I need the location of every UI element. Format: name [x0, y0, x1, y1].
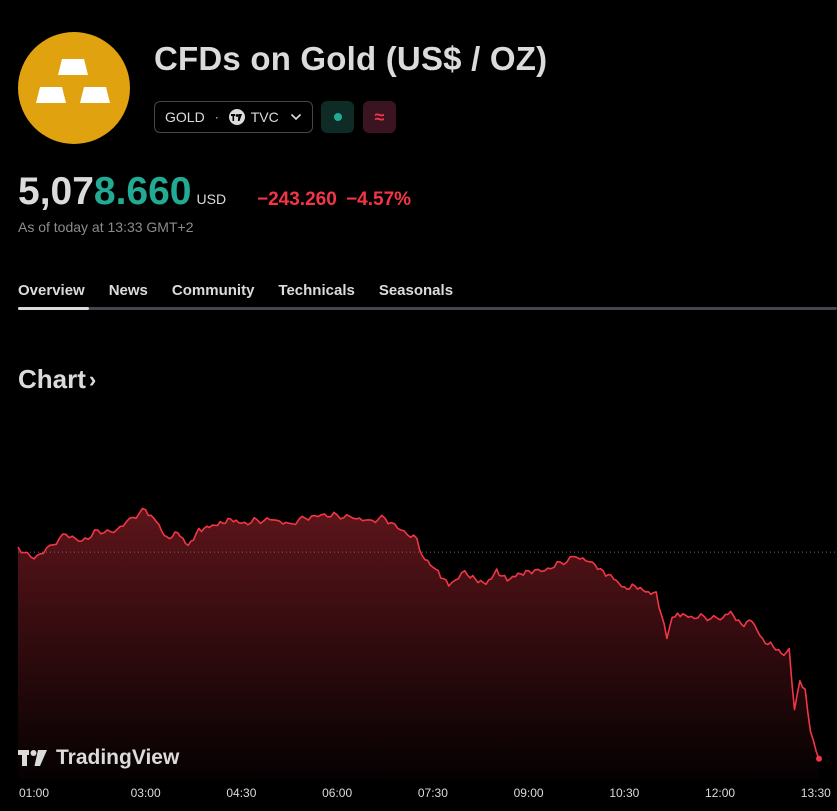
x-tick-label: 06:00: [322, 786, 353, 800]
tab-overview[interactable]: Overview: [18, 282, 85, 299]
tradingview-watermark: TradingView: [18, 746, 179, 770]
tabs-track: [18, 307, 837, 310]
x-tick-label: 04:30: [226, 786, 257, 800]
price-change: −243.260 −4.57%: [257, 189, 411, 211]
change-abs: −243.260: [257, 189, 337, 210]
symbol-label: GOLD: [165, 109, 205, 125]
price-area-fill: [18, 508, 819, 780]
x-axis-labels: 01:00 03:00 04:30 06:00 07:30 09:00 10:30 12:00…: [0, 786, 837, 802]
data-delay-badge[interactable]: ≈: [363, 101, 396, 133]
price-series-line: [17, 507, 820, 760]
chevron-right-icon: ›: [88, 366, 97, 392]
status-dot-icon: [333, 113, 342, 121]
x-tick-label: 13:30: [800, 786, 831, 800]
as-of-timestamp: As of today at 13:33 GMT+2: [18, 219, 194, 235]
separator-dot: ·: [214, 110, 219, 124]
section-tabs: Overview News Community Technicals Seaso…: [18, 282, 477, 299]
tab-community[interactable]: Community: [171, 282, 255, 299]
x-tick-label: 03:00: [130, 786, 161, 800]
x-tick-label: 10:30: [609, 786, 640, 800]
price-chart[interactable]: [0, 480, 837, 780]
x-tick-label: 07:30: [417, 786, 448, 800]
price-currency: USD: [196, 191, 227, 207]
active-tab-indicator: [18, 307, 89, 310]
price-tail: 8.660: [93, 170, 192, 213]
tradingview-logo-icon: [18, 750, 47, 766]
chevron-down-icon: [290, 113, 302, 121]
tab-seasonals[interactable]: Seasonals: [378, 282, 454, 299]
tab-technicals[interactable]: Technicals: [278, 282, 355, 299]
tradingview-brand: TradingView: [56, 746, 180, 769]
chart-heading: Chart: [18, 364, 86, 394]
change-pct: −4.57%: [346, 189, 412, 210]
gold-logo: [18, 32, 130, 144]
gold-bars-icon: [36, 59, 110, 103]
x-tick-label: 09:00: [513, 786, 544, 800]
page-title: CFDs on Gold (US$ / OZ): [154, 40, 548, 77]
symbol-selector[interactable]: GOLD · TVC: [154, 101, 313, 133]
last-price-point: [816, 755, 822, 762]
market-open-status[interactable]: [321, 101, 354, 133]
last-price: 5,07 8.660 USD: [18, 170, 226, 214]
price-head: 5,07: [18, 170, 94, 213]
tab-news[interactable]: News: [108, 282, 148, 299]
chart-section-link[interactable]: Chart ›: [18, 364, 96, 395]
x-tick-label: 01:00: [18, 786, 50, 800]
tradingview-icon: [228, 109, 245, 125]
exchange-label: TVC: [250, 109, 279, 125]
x-tick-label: 12:00: [705, 786, 736, 800]
